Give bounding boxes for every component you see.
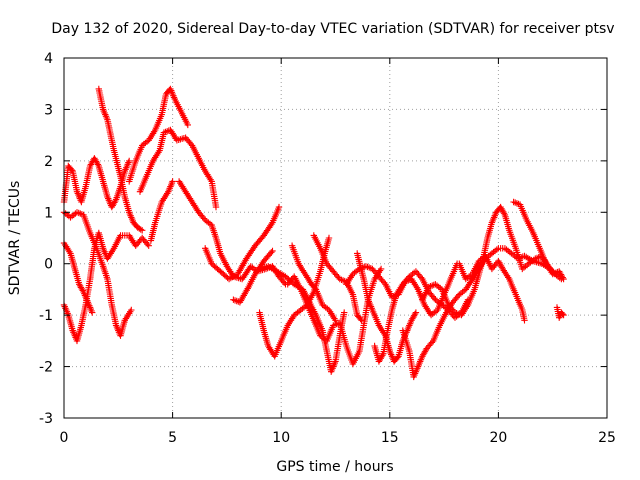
series-markers-arc-21 <box>419 203 565 319</box>
x-tick-label: 5 <box>168 430 177 446</box>
series-markers-arc-18 <box>354 250 420 365</box>
y-axis-label: SDTVAR / TECUs <box>7 181 23 296</box>
y-tick-label: -2 <box>39 360 53 376</box>
series-markers-arc-16 <box>310 232 365 324</box>
series-markers-arc-5 <box>95 85 146 234</box>
x-axis-label: GPS time / hours <box>276 459 393 475</box>
x-tick-label: 10 <box>272 430 290 446</box>
axes: 0 5 10 15 20 25 -3 -2 -1 0 1 2 3 4 <box>39 51 616 446</box>
series-markers-arc-10 <box>202 203 283 283</box>
x-tick-label: 15 <box>381 430 399 446</box>
series-markers-arc-15 <box>288 242 339 324</box>
series-markers-arc-4 <box>60 229 152 345</box>
y-tick-label: -3 <box>39 411 53 427</box>
plot-frame <box>63 57 608 419</box>
y-tick-label: 3 <box>44 102 53 118</box>
x-tick-label: 20 <box>489 430 507 446</box>
grid-lines <box>64 58 607 418</box>
y-tick-label: -1 <box>39 308 53 324</box>
series-markers-arc-22 <box>456 252 528 324</box>
y-tick-label: 1 <box>44 205 53 221</box>
y-tick-label: 2 <box>44 154 53 170</box>
series-markers-arc-6 <box>126 85 191 185</box>
series-markers-arc-8 <box>147 178 176 244</box>
series-markers-arc-23 <box>510 198 567 283</box>
chart-title: Day 132 of 2020, Sidereal Day-to-day VTE… <box>51 21 614 37</box>
x-tick-label: 0 <box>60 430 69 446</box>
y-tick-label: 0 <box>44 257 53 273</box>
x-tick-label: 25 <box>598 430 616 446</box>
series-markers-arc-7 <box>136 126 220 211</box>
data-markers <box>60 85 567 381</box>
y-tick-label: 4 <box>44 51 53 67</box>
series-markers-arc-24 <box>553 304 567 321</box>
